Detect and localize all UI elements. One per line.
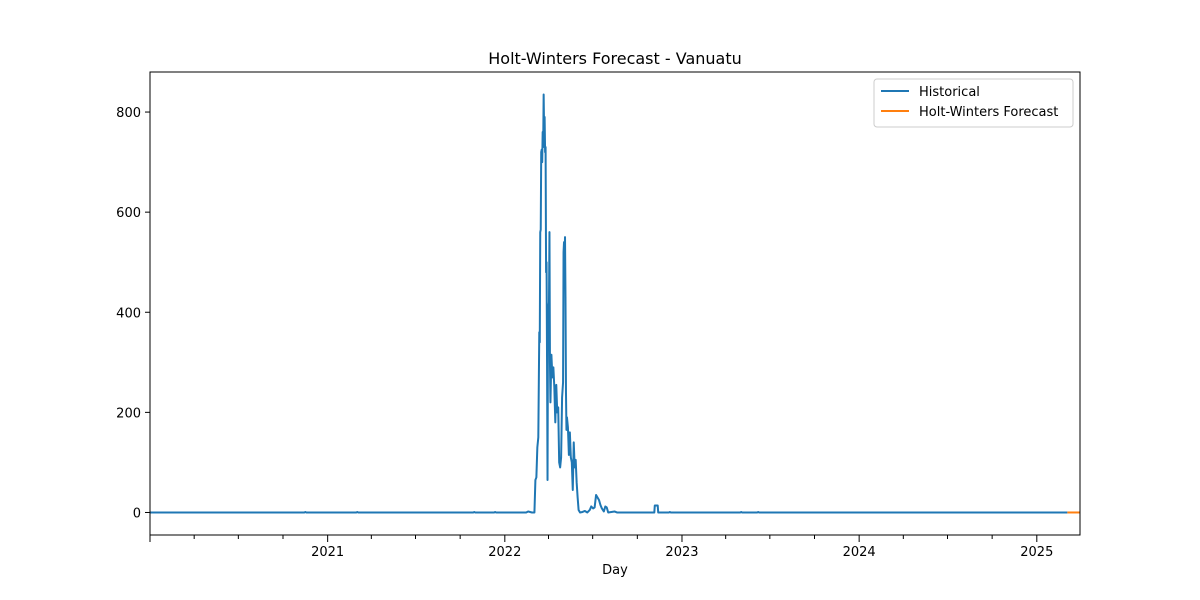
plot-area (149, 71, 1081, 536)
y-axis: 0 200 400 600 800 (116, 106, 150, 521)
series-line-historical (150, 93, 1068, 514)
y-tick-label: 200 (116, 406, 141, 421)
x-tick-label: 2025 (1020, 545, 1053, 560)
x-tick-label: 2023 (665, 545, 698, 560)
x-tick-label: 2021 (311, 545, 344, 560)
legend-box (873, 78, 1074, 128)
legend-label-historical: Historical (919, 85, 980, 100)
y-tick-label: 800 (116, 106, 141, 121)
x-axis-label: Day (602, 563, 628, 578)
y-tick-label: 400 (116, 306, 141, 321)
legend: Historical Holt-Winters Forecast (873, 78, 1074, 128)
y-tick-label: 600 (116, 206, 141, 221)
y-tick-label: 0 (133, 506, 141, 521)
legend-label-forecast: Holt-Winters Forecast (919, 105, 1058, 120)
x-tick-label: 2024 (843, 545, 876, 560)
plot-frame (149, 71, 1081, 536)
chart-title: Holt-Winters Forecast - Vanuatu (488, 49, 742, 68)
x-tick-label: 2022 (488, 545, 521, 560)
series-layer (150, 93, 1080, 514)
x-axis: 2021 2022 2023 2024 2025 (149, 535, 1053, 560)
